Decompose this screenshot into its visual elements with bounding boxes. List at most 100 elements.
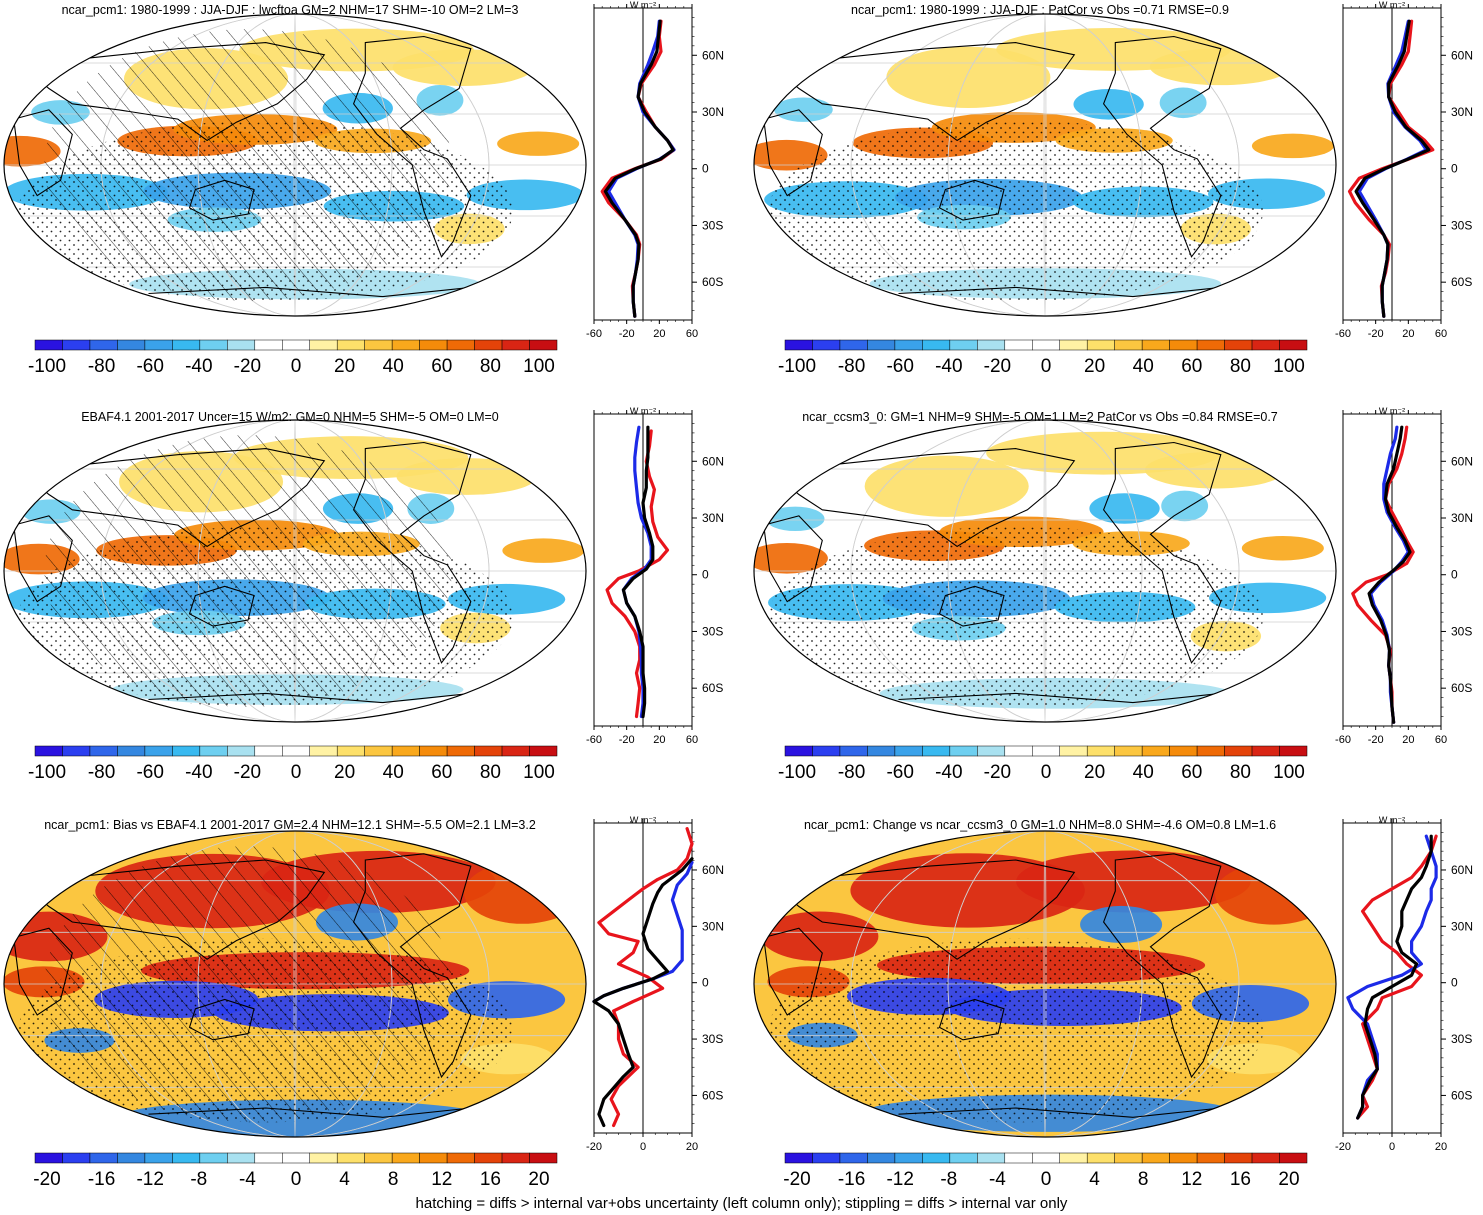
- panel-title: ncar_pcm1: 1980-1999 : JJA-DJF : lwcftoa…: [62, 3, 519, 17]
- colorbar-swatch: [172, 1152, 201, 1164]
- colorbar-swatch: [812, 339, 841, 351]
- lat-tick-label: 30N: [702, 511, 724, 525]
- colorbar-swatch: [501, 1152, 530, 1164]
- map-outline: [3, 13, 587, 317]
- colorbar-swatch: [34, 745, 63, 757]
- x-tick-label: -20: [1335, 1141, 1351, 1153]
- profile-series-line: [1367, 425, 1412, 724]
- colorbar-tick-label: -80: [88, 762, 115, 783]
- map-anomaly-region: [1089, 493, 1160, 524]
- colorbar-swatch: [144, 1152, 173, 1164]
- colorbar-swatch: [474, 339, 503, 351]
- colorbar-swatch: [391, 1152, 420, 1164]
- colorbar-4: -100 -80 -60 -40 -20 0 20 40 60 80 100: [778, 745, 1308, 783]
- colorbar-swatch: [922, 1152, 951, 1164]
- map-anomaly-region: [1016, 850, 1251, 913]
- profile-series-line: [603, 19, 675, 318]
- map-anomaly-region: [1161, 490, 1209, 522]
- colorbar-swatch: [922, 745, 951, 757]
- map-anomaly-region: [761, 911, 879, 962]
- colorbar-tick-label: -12: [136, 1169, 163, 1190]
- profile-series-group: [1347, 19, 1435, 318]
- lat-tick-label: 30N: [702, 919, 724, 933]
- colorbar-swatch: [391, 339, 420, 351]
- map-anomaly-region: [392, 49, 534, 86]
- colorbar-swatch: [474, 1152, 503, 1164]
- map-anomaly-region: [502, 538, 585, 563]
- colorbar-tick-label: 100: [1273, 356, 1305, 377]
- lat-tick-label: 60N: [1451, 454, 1473, 468]
- map-anomaly-region: [886, 46, 1051, 108]
- colorbar-swatch: [977, 339, 1006, 351]
- colorbar-tick-label: -4: [989, 1169, 1006, 1190]
- map-anomaly-region: [1214, 862, 1333, 925]
- lat-tick-label: 60S: [1451, 275, 1472, 289]
- x-tick-label: 60: [1435, 734, 1447, 746]
- colorbar-swatch: [117, 1152, 146, 1164]
- colorbar-6: -20 -16 -12 -8 -4 0 4 8 12 16 20: [783, 1152, 1308, 1190]
- colorbar-swatch: [894, 339, 923, 351]
- x-tick-label: 0: [640, 1141, 646, 1153]
- map-anomaly-region: [497, 131, 580, 156]
- x-tick-label: 0: [1389, 1141, 1395, 1153]
- colorbar-swatch: [784, 1152, 813, 1164]
- colorbar-swatch: [1251, 339, 1280, 351]
- map-field: [754, 831, 1336, 1137]
- colorbar-swatch: [364, 745, 393, 757]
- colorbar-swatch: [1196, 339, 1225, 351]
- colorbar-tick-label: -20: [234, 762, 261, 783]
- colorbar-swatch: [282, 745, 310, 757]
- colorbar-swatch: [34, 1152, 63, 1164]
- colorbar-swatch: [1251, 1152, 1280, 1164]
- unit-label: W m⁻²: [630, 0, 656, 10]
- colorbar-swatch: [894, 745, 923, 757]
- unit-label: W m⁻²: [1379, 0, 1405, 10]
- colorbar-swatch: [784, 339, 813, 351]
- colorbar-tick-label: -40: [185, 356, 212, 377]
- colorbar-swatch: [172, 745, 201, 757]
- map-outline: [3, 419, 587, 723]
- colorbar-swatch: [812, 1152, 841, 1164]
- colorbar-swatch: [1196, 1152, 1225, 1164]
- map-panel-4: ncar_ccsm3_0: GM=1 NHM=9 SHM=-5 OM=1 LM=…: [753, 410, 1337, 723]
- colorbar-tick-label: 4: [339, 1169, 350, 1190]
- profile-series-group: [1351, 425, 1415, 724]
- lat-tick-label: 60N: [1451, 48, 1473, 62]
- panel-title: ncar_ccsm3_0: GM=1 NHM=9 SHM=-5 OM=1 LM=…: [802, 410, 1278, 424]
- colorbar-tick-label: -40: [935, 762, 962, 783]
- colorbar-swatch: [227, 745, 256, 757]
- map-anomaly-region: [864, 455, 1029, 517]
- colorbar-swatch: [419, 745, 448, 757]
- colorbar-tick-label: -60: [136, 356, 163, 377]
- map-field: [4, 14, 586, 316]
- colorbar-swatch: [1114, 1152, 1143, 1164]
- x-tick-label: 20: [1435, 1141, 1447, 1153]
- colorbar-swatch: [336, 1152, 365, 1164]
- colorbar-tick-label: 40: [383, 762, 404, 783]
- colorbar-swatch: [199, 1152, 228, 1164]
- x-tick-label: 60: [686, 734, 698, 746]
- map-anomaly-region: [774, 97, 833, 122]
- colorbar-swatch: [839, 339, 868, 351]
- x-tick-label: -20: [1368, 734, 1384, 746]
- lat-tick-label: 0: [1451, 568, 1458, 582]
- map-panel-2: ncar_pcm1: 1980-1999 : JJA-DJF : PatCor …: [753, 3, 1337, 317]
- colorbar-tick-label: -60: [136, 762, 163, 783]
- lat-tick-label: 60S: [702, 681, 723, 695]
- colorbar-swatch: [1059, 745, 1088, 757]
- x-tick-label: -20: [619, 734, 635, 746]
- coastline: [780, 448, 1076, 548]
- colorbar-swatch: [922, 339, 951, 351]
- profile-series-group: [600, 19, 676, 318]
- colorbar-swatch: [391, 745, 420, 757]
- colorbar-swatch: [1196, 745, 1225, 757]
- colorbar-swatch: [1279, 745, 1308, 757]
- colorbar-tick-label: -8: [190, 1169, 207, 1190]
- map-anomaly-region: [1251, 133, 1334, 159]
- colorbar-swatch: [1251, 745, 1280, 757]
- map-field: [4, 420, 586, 722]
- colorbar-swatch: [1279, 1152, 1308, 1164]
- map-anomaly-region: [765, 506, 825, 532]
- colorbar-tick-label: 0: [1041, 762, 1052, 783]
- colorbar-tick-label: -20: [984, 762, 1011, 783]
